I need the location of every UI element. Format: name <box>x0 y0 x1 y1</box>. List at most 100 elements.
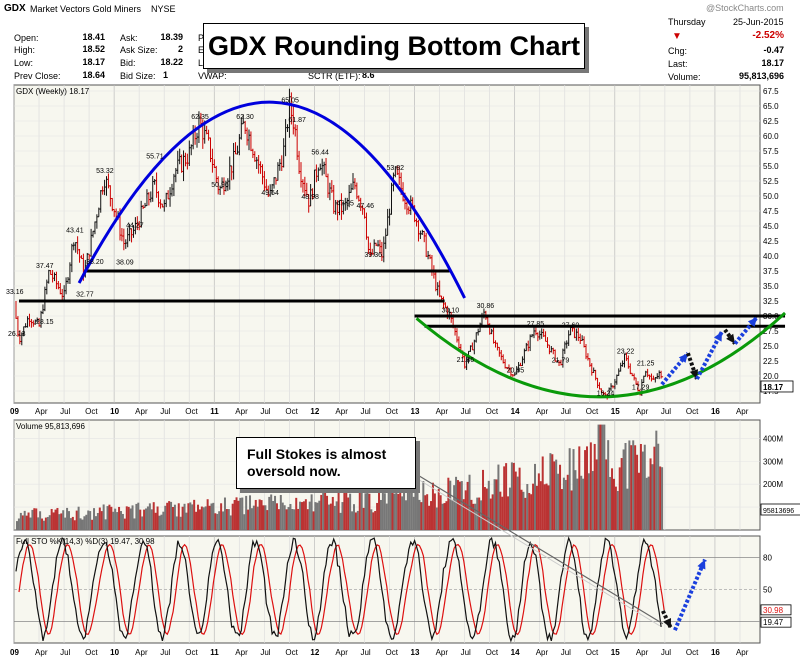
volume-bar <box>220 503 223 530</box>
price-panel <box>13 84 761 404</box>
volume-bar <box>247 509 250 530</box>
volume-bar <box>35 508 38 530</box>
volume-bar <box>657 443 660 530</box>
price-y-tick-label: 25.0 <box>763 342 779 351</box>
x-tick-label-bottom: Apr <box>436 648 449 657</box>
volume-bar <box>137 502 140 530</box>
volume-bar <box>347 497 350 530</box>
volume-bar <box>589 442 592 530</box>
volume-bar <box>653 446 656 530</box>
volume-bar <box>277 509 280 530</box>
price-y-tick-label: 37.5 <box>763 267 779 276</box>
x-tick-label: Oct <box>85 407 98 416</box>
volume-bar <box>455 476 458 530</box>
volume-bar <box>146 506 149 530</box>
symbol-label: GDX <box>4 3 26 14</box>
price-annotation: 27.60 <box>562 322 580 329</box>
volume-bar <box>302 501 305 530</box>
price-annotation: 37.47 <box>36 263 54 270</box>
volume-bar <box>316 502 319 530</box>
price-y-tick-label: 55.0 <box>763 162 779 171</box>
volume-bar <box>514 471 517 530</box>
x-tick-label: 10 <box>110 407 119 416</box>
price-annotation: 28.15 <box>36 319 54 326</box>
volume-bar <box>374 510 377 530</box>
x-tick-label-bottom: Apr <box>235 648 248 657</box>
volume-bar <box>260 500 263 530</box>
x-tick-label: Apr <box>736 407 749 416</box>
bid-label: Bid: <box>120 58 136 68</box>
volume-bar <box>44 517 47 530</box>
volume-bar <box>643 444 646 530</box>
volume-bar <box>545 483 548 530</box>
bid-size-value: 1 <box>162 70 168 80</box>
volume-bar <box>326 495 329 530</box>
volume-bar <box>397 493 400 530</box>
volume-bar <box>634 445 637 530</box>
volume-bar <box>291 509 294 530</box>
change-value: -0.47 <box>763 45 784 55</box>
volume-bar <box>559 464 562 530</box>
volume-bar <box>212 502 215 530</box>
volume-bar <box>483 487 486 530</box>
projected-down-arrow-2 <box>723 328 737 345</box>
volume-bar <box>327 504 330 530</box>
volume-bar <box>401 496 404 530</box>
volume-bar <box>129 508 132 530</box>
volume-bar <box>160 514 163 530</box>
volume-bar <box>343 491 346 530</box>
stochastics-k-line <box>15 536 662 643</box>
volume-bar <box>287 507 290 530</box>
volume-bar <box>198 509 201 530</box>
stochastics-y-tick-label: 80 <box>763 553 772 562</box>
volume-bar <box>356 510 359 530</box>
volume-bar <box>133 518 136 530</box>
volume-bar <box>48 515 51 530</box>
volume-bar <box>607 440 610 530</box>
volume-bar <box>537 473 540 530</box>
volume-bar <box>414 487 417 530</box>
volume-bar <box>23 510 26 530</box>
callout-line-2: oversold now. <box>247 463 341 479</box>
volume-bar <box>651 464 654 530</box>
volume-bar <box>314 502 317 530</box>
stochastics-d-line <box>18 543 665 636</box>
x-tick-label: Apr <box>135 407 148 416</box>
volume-bar <box>385 503 388 530</box>
volume-bar <box>439 495 442 530</box>
volume-bar <box>482 469 485 530</box>
volume-bar <box>597 424 600 530</box>
price-annotation: 56.44 <box>311 149 329 156</box>
volume-bar <box>574 470 577 530</box>
price-annotation: 65.05 <box>281 98 299 105</box>
price-annotation: 38.20 <box>86 259 104 266</box>
x-tick-label: 09 <box>10 407 19 416</box>
volume-bar <box>121 513 124 530</box>
price-annotation: 38.09 <box>116 259 134 266</box>
volume-bar <box>118 506 121 530</box>
volume-bar <box>453 485 456 530</box>
price-y-tick-label: 27.5 <box>763 327 779 336</box>
volume-bar <box>324 492 327 530</box>
price-annotation: 62.35 <box>191 114 209 121</box>
volume-bar <box>275 503 278 530</box>
volume-label: Volume: <box>668 72 701 82</box>
volume-bar <box>197 504 200 530</box>
volume-bar <box>281 502 284 530</box>
volume-bar <box>391 486 394 530</box>
x-tick-label: Oct <box>185 407 198 416</box>
security-name: Market Vectors Gold Miners <box>30 4 142 14</box>
price-legend: GDX (Weekly) 18.17 <box>16 87 90 96</box>
price-annotation: 43.41 <box>66 228 84 235</box>
volume-bar <box>462 499 465 530</box>
volume-bar <box>345 492 348 530</box>
volume-bar <box>318 500 321 530</box>
volume-bar <box>337 490 340 530</box>
volume-bar <box>443 503 446 530</box>
volume-bar <box>661 467 664 530</box>
stochastics-legend: Full STO %K(14,3) %D(3) 19.47, 30.98 <box>16 537 155 546</box>
volume-bar <box>468 474 471 530</box>
volume-bar <box>480 500 483 530</box>
x-tick-label-bottom: Jul <box>661 648 671 657</box>
